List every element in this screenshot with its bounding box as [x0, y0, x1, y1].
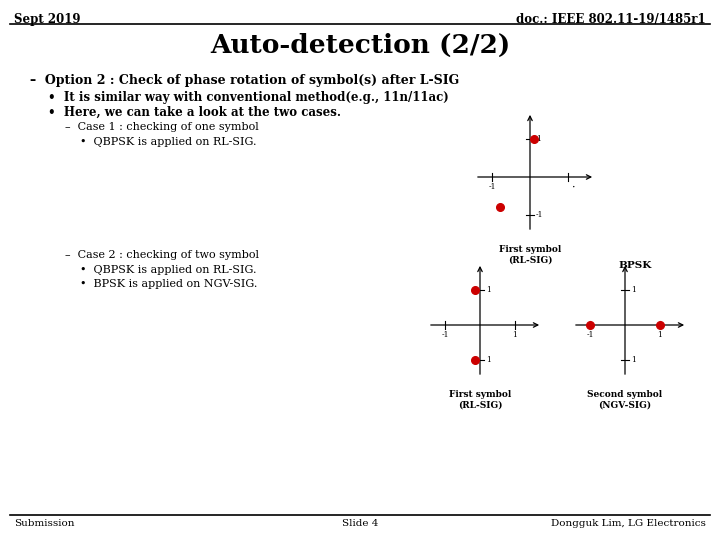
Text: BPSK: BPSK	[618, 261, 652, 270]
Text: First symbol: First symbol	[449, 390, 511, 399]
Text: -1: -1	[586, 331, 594, 339]
Text: doc.: IEEE 802.11-19/1485r1: doc.: IEEE 802.11-19/1485r1	[516, 13, 706, 26]
Text: -1: -1	[488, 183, 496, 191]
Text: (RL-SIG): (RL-SIG)	[508, 256, 552, 265]
Text: -1: -1	[441, 331, 449, 339]
Text: Sept 2019: Sept 2019	[14, 13, 81, 26]
Text: 1: 1	[536, 135, 541, 143]
Text: 1: 1	[631, 356, 636, 364]
Text: –  Option 2 : Check of phase rotation of symbol(s) after L-SIG: – Option 2 : Check of phase rotation of …	[30, 74, 459, 87]
Text: 1: 1	[657, 331, 662, 339]
Text: (NGV-SIG): (NGV-SIG)	[598, 401, 652, 410]
Text: –  Case 2 : checking of two symbol: – Case 2 : checking of two symbol	[65, 250, 259, 260]
Text: •  BPSK is applied on NGV-SIG.: • BPSK is applied on NGV-SIG.	[80, 279, 257, 289]
Text: 1: 1	[486, 356, 491, 364]
Text: •  Here, we can take a look at the two cases.: • Here, we can take a look at the two ca…	[48, 106, 341, 119]
Text: ·: ·	[572, 183, 576, 193]
Text: –  Case 1 : checking of one symbol: – Case 1 : checking of one symbol	[65, 122, 258, 132]
Text: 1: 1	[486, 286, 491, 294]
Text: First symbol: First symbol	[499, 245, 561, 254]
Text: 1: 1	[631, 286, 636, 294]
Text: Auto-detection (2/2): Auto-detection (2/2)	[210, 33, 510, 58]
Text: •  QBPSK is applied on RL-SIG.: • QBPSK is applied on RL-SIG.	[80, 137, 256, 147]
Text: Slide 4: Slide 4	[342, 519, 378, 528]
Text: Submission: Submission	[14, 519, 74, 528]
Text: 1: 1	[513, 331, 518, 339]
Text: (RL-SIG): (RL-SIG)	[458, 401, 503, 410]
Text: •  It is similar way with conventional method(e.g., 11n/11ac): • It is similar way with conventional me…	[48, 91, 449, 104]
Text: Second symbol: Second symbol	[588, 390, 662, 399]
Text: -1: -1	[536, 211, 544, 219]
Text: Dongguk Lim, LG Electronics: Dongguk Lim, LG Electronics	[551, 519, 706, 528]
Text: •  QBPSK is applied on RL-SIG.: • QBPSK is applied on RL-SIG.	[80, 265, 256, 275]
